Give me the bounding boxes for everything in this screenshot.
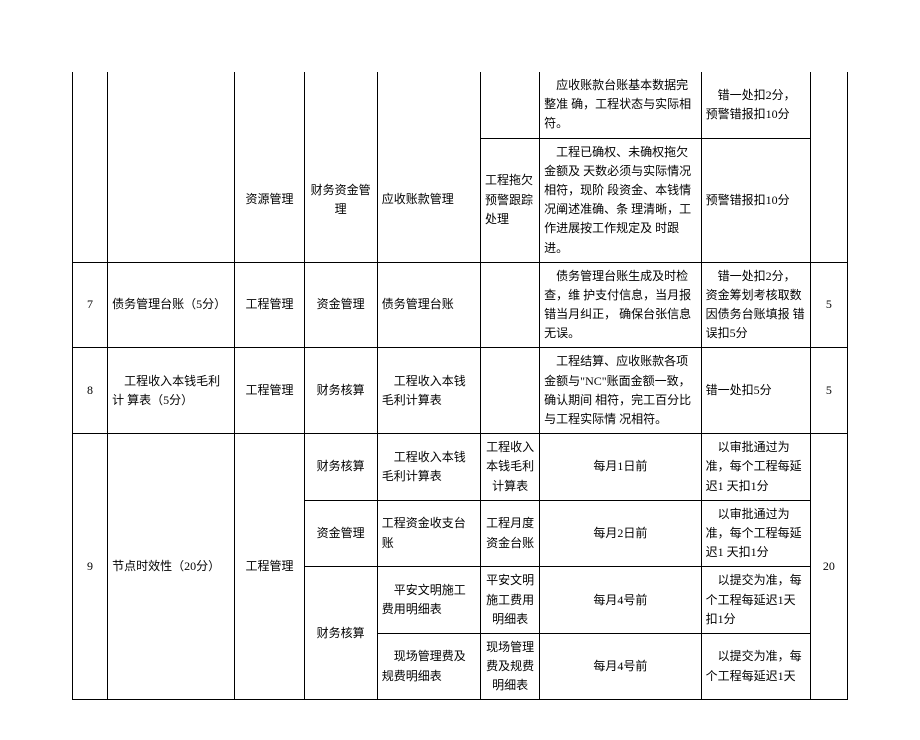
cell-m4: [481, 262, 540, 348]
ded-text: 错一处扣2分，预警错报扣10分: [706, 86, 806, 124]
table-row: 8 工程收入本钱毛利计 算表（5分） 工程管理 财务核算 工程收入本钱毛利计算表…: [73, 348, 848, 434]
cell-desc: 工程结算、应收账款各项金额与"NC"账面金额一致，确认期间 相符，完工百分比与工…: [540, 348, 701, 434]
cell-idx: 7: [73, 262, 108, 348]
cell-m1: 资源管理: [235, 138, 304, 262]
cell-m3: 工程收入本钱毛利计算表: [377, 434, 480, 501]
ded-text: 以审批通过为准，每个工程每延迟1 天扣1分: [706, 438, 806, 496]
cell-m2: 财务核算: [304, 567, 377, 700]
cell-m3: 平安文明施工费用明细表: [377, 567, 480, 634]
cell-ded: 错一处扣2分，资金筹划考核取数 因债务台账填报 错误扣5分: [701, 262, 810, 348]
desc-text: 债务管理台账生成及时检查，维 护支付信息，当月报错当月纠正， 确保台张信息无误。: [544, 267, 696, 344]
ded-text: 以提交为准，每个工程每延迟1天 扣1分: [706, 571, 806, 629]
m3-text: 现场管理费及规费明细表: [382, 647, 476, 685]
cell-ded: 以审批通过为准，每个工程每延迟1 天扣1分: [701, 500, 810, 567]
cell-m1: 工程管理: [235, 262, 304, 348]
m3-text: 平安文明施工费用明细表: [382, 581, 476, 619]
cell-score: [810, 138, 847, 262]
table-row: 应收账款台账基本数据完整准 确，工程状态与实际相符。 错一处扣2分，预警错报扣1…: [73, 72, 848, 138]
cell-item: 节点时效性（20分）: [108, 434, 235, 700]
cell-m3: 工程收入本钱毛利计算表: [377, 348, 480, 434]
cell-m4: 平安文明施工费用 明细表: [481, 567, 540, 634]
cell-idx: 9: [73, 434, 108, 700]
cell-m2: 资金管理: [304, 262, 377, 348]
cell-idx: 8: [73, 348, 108, 434]
cell-desc: 每月1日前: [540, 434, 701, 501]
cell-desc: 每月4号前: [540, 633, 701, 700]
cell-m2: 财务核算: [304, 348, 377, 434]
cell-item: [108, 72, 235, 138]
cell-score: 20: [810, 434, 847, 700]
table-row: 7 债务管理台账（5分） 工程管理 资金管理 债务管理台账 债务管理台账生成及时…: [73, 262, 848, 348]
cell-score: 5: [810, 348, 847, 434]
item-text: 工程收入本钱毛利计 算表（5分）: [112, 372, 230, 410]
cell-idx: [73, 72, 108, 138]
cell-m3: [377, 72, 480, 138]
desc-text: 工程结算、应收账款各项金额与"NC"账面金额一致，确认期间 相符，完工百分比与工…: [544, 352, 696, 429]
m3-text: 工程收入本钱毛利计算表: [382, 448, 476, 486]
cell-ded: 以提交为准，每个工程每延迟1天 扣1分: [701, 567, 810, 634]
assessment-table: 应收账款台账基本数据完整准 确，工程状态与实际相符。 错一处扣2分，预警错报扣1…: [72, 72, 848, 700]
cell-ded: 预警错报扣10分: [701, 138, 810, 262]
cell-m4: 工程月度资金台账: [481, 500, 540, 567]
cell-desc: 债务管理台账生成及时检查，维 护支付信息，当月报错当月纠正， 确保台张信息无误。: [540, 262, 701, 348]
cell-ded: 错一处扣5分: [701, 348, 810, 434]
cell-desc: 工程已确权、未确权拖欠金额及 天数必须与实际情况相符，现阶 段资金、本钱情况阐述…: [540, 138, 701, 262]
cell-m3: 现场管理费及规费明细表: [377, 633, 480, 700]
cell-score: [810, 72, 847, 138]
cell-m4: 工程收入本钱毛利 计算表: [481, 434, 540, 501]
cell-m2: 资金管理: [304, 500, 377, 567]
cell-m4: 工程拖欠 预警跟踪 处理: [481, 138, 540, 262]
cell-score: 5: [810, 262, 847, 348]
cell-m3: 债务管理台账: [377, 262, 480, 348]
ded-text: 以提交为准，每个工程每延迟1天: [706, 647, 806, 685]
cell-m2: 财务核算: [304, 434, 377, 501]
desc-text: 工程已确权、未确权拖欠金额及 天数必须与实际情况相符，现阶 段资金、本钱情况阐述…: [544, 143, 696, 258]
cell-m2: [304, 72, 377, 138]
cell-desc: 每月4号前: [540, 567, 701, 634]
desc-text: 应收账款台账基本数据完整准 确，工程状态与实际相符。: [544, 76, 696, 134]
table-row: 资源管理 财务资金管理 应收账款管理 工程拖欠 预警跟踪 处理 工程已确权、未确…: [73, 138, 848, 262]
ded-text: 错一处扣2分，资金筹划考核取数 因债务台账填报 错误扣5分: [706, 267, 806, 344]
cell-idx: [73, 138, 108, 262]
table-row: 9 节点时效性（20分） 工程管理 财务核算 工程收入本钱毛利计算表 工程收入本…: [73, 434, 848, 501]
m3-text: 工程收入本钱毛利计算表: [382, 372, 476, 410]
cell-ded: 以提交为准，每个工程每延迟1天: [701, 633, 810, 700]
cell-m1: [235, 72, 304, 138]
cell-m3: 工程资金收支台账: [377, 500, 480, 567]
cell-ded: 错一处扣2分，预警错报扣10分: [701, 72, 810, 138]
cell-m4: [481, 72, 540, 138]
cell-m2: 财务资金管理: [304, 138, 377, 262]
cell-desc: 每月2日前: [540, 500, 701, 567]
ded-text: 以审批通过为准，每个工程每延迟1 天扣1分: [706, 505, 806, 563]
cell-ded: 以审批通过为准，每个工程每延迟1 天扣1分: [701, 434, 810, 501]
cell-item: 工程收入本钱毛利计 算表（5分）: [108, 348, 235, 434]
cell-m4: 现场管理费及规费 明细表: [481, 633, 540, 700]
cell-item: 债务管理台账（5分）: [108, 262, 235, 348]
cell-m1: 工程管理: [235, 348, 304, 434]
cell-m3: 应收账款管理: [377, 138, 480, 262]
cell-item: [108, 138, 235, 262]
cell-m4: [481, 348, 540, 434]
cell-desc: 应收账款台账基本数据完整准 确，工程状态与实际相符。: [540, 72, 701, 138]
cell-m1: 工程管理: [235, 434, 304, 700]
